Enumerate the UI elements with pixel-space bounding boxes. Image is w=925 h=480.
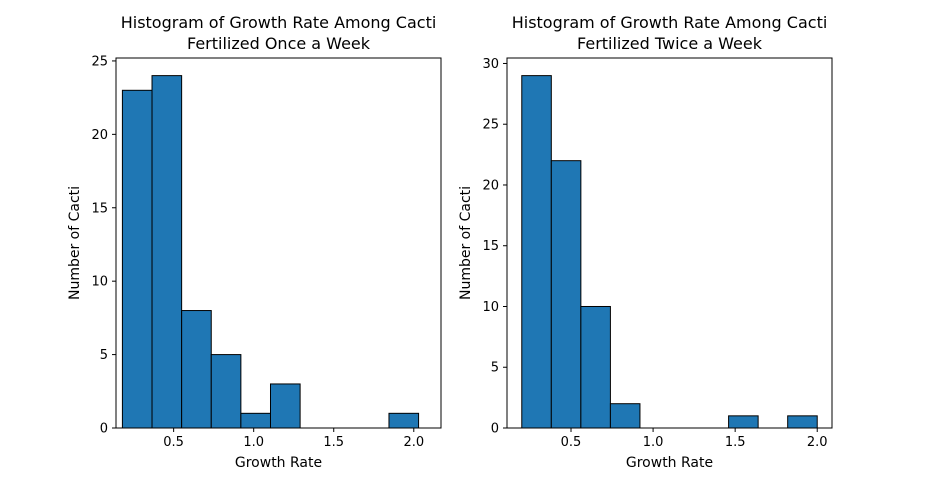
histogram-bar [121,89,153,429]
chart-title-line1: Histogram of Growth Rate Among Cacti [512,13,828,32]
y-tick-label: 25 [91,54,108,69]
histogram-bar [240,412,271,429]
histogram-bar [521,75,552,429]
histogram-bar [609,403,641,429]
x-tick-label: 1.0 [243,435,264,450]
y-tick-label: 5 [100,348,108,363]
x-tick-label: 2.0 [403,435,424,450]
chart-title-line2: Fertilized Once a Week [187,34,371,53]
plot-frame [115,57,442,429]
histogram-bar [269,383,301,429]
x-axis-label: Growth Rate [235,455,322,471]
y-tick-label: 10 [482,300,499,315]
x-tick-label: 1.5 [323,435,344,450]
y-tick-label: 20 [91,128,108,143]
histogram-bar [787,415,818,429]
y-tick-label: 15 [91,201,108,216]
histogram-bar [580,305,611,429]
y-tick-label: 0 [491,422,499,437]
y-tick-label: 0 [100,422,108,437]
x-tick-label: 1.0 [643,435,664,450]
x-tick-label: 0.5 [561,435,582,450]
histogram-bar [210,354,242,429]
histogram-bar [728,415,759,429]
y-tick-label: 30 [482,57,499,72]
y-tick-label: 10 [91,275,108,290]
histogram-twice-a-week: Histogram of Growth Rate Among Cacti Fer… [458,13,833,471]
y-axis-ticks: 0 5 10 15 20 25 30 [482,57,507,437]
plot-frame [506,57,833,429]
y-tick-label: 20 [482,178,499,193]
histogram-bar [151,75,183,429]
x-tick-label: 0.5 [163,435,184,450]
chart-title-line2: Fertilized Twice a Week [577,34,763,53]
x-tick-label: 2.0 [807,435,828,450]
x-tick-label: 1.5 [725,435,746,450]
y-tick-label: 5 [491,361,499,376]
chart-title-line1: Histogram of Growth Rate Among Cacti [121,13,437,32]
x-axis-ticks: 0.5 1.0 1.5 2.0 [163,428,424,450]
histogram-bar [181,310,212,429]
histogram-once-a-week: Histogram of Growth Rate Among Cacti Fer… [67,13,442,471]
y-tick-label: 25 [482,118,499,133]
y-tick-label: 15 [482,239,499,254]
y-axis-label: Number of Cacti [67,186,83,300]
y-axis-ticks: 0 5 10 15 20 25 [91,54,116,437]
histogram-bar [550,160,582,429]
y-axis-label: Number of Cacti [458,186,474,300]
bars [121,75,420,429]
x-axis-ticks: 0.5 1.0 1.5 2.0 [561,428,828,450]
bars [521,75,818,429]
x-axis-label: Growth Rate [626,455,713,471]
histogram-bar [388,412,420,429]
